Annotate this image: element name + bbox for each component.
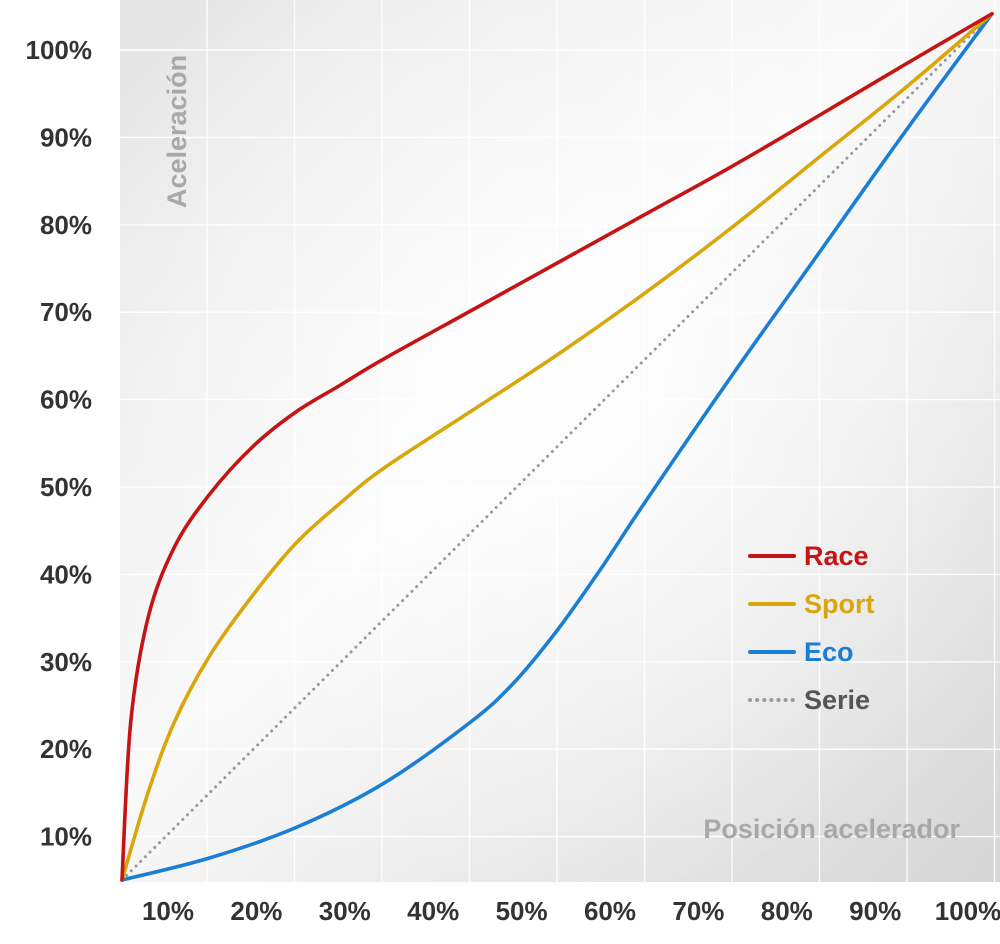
x-tick-label: 90%: [849, 896, 901, 926]
y-tick-label: 50%: [40, 472, 92, 502]
x-tick-label: 40%: [407, 896, 459, 926]
legend-label-serie: Serie: [804, 685, 870, 715]
y-tick-label: 70%: [40, 297, 92, 327]
x-tick-label: 10%: [142, 896, 194, 926]
series-line-race: [120, 11, 994, 882]
y-tick-label: 100%: [26, 35, 93, 65]
series-lines: [120, 11, 994, 882]
y-tick-label: 20%: [40, 734, 92, 764]
y-tick-label: 90%: [40, 122, 92, 152]
grid-lines: [120, 0, 1000, 882]
x-tick-label: 30%: [319, 896, 371, 926]
x-tick-label: 70%: [672, 896, 724, 926]
series-line-sport: [120, 11, 994, 882]
y-axis-title: Aceleración: [162, 55, 192, 208]
y-tick-label: 60%: [40, 385, 92, 415]
legend-label-eco: Eco: [804, 637, 854, 667]
x-tick-label: 50%: [496, 896, 548, 926]
y-tick-label: 30%: [40, 647, 92, 677]
legend-label-sport: Sport: [804, 589, 875, 619]
series-line-serie: [120, 12, 994, 882]
x-axis-ticks: 10% 20% 30% 40% 50% 60% 70% 80% 90% 100%: [142, 896, 1000, 926]
x-axis-title: Posición acelerador: [703, 814, 960, 844]
legend-label-race: Race: [804, 541, 869, 571]
x-tick-label: 60%: [584, 896, 636, 926]
legend: Race Sport Eco Serie: [748, 541, 875, 715]
x-tick-label: 80%: [761, 896, 813, 926]
series-line-eco: [120, 11, 994, 882]
x-tick-label: 20%: [230, 896, 282, 926]
y-tick-label: 40%: [40, 559, 92, 589]
y-tick-label: 80%: [40, 210, 92, 240]
y-tick-label: 10%: [40, 822, 92, 852]
x-tick-label: 100%: [935, 896, 1000, 926]
y-axis-ticks: 100% 90% 80% 70% 60% 50% 40% 30% 20% 10%: [26, 35, 93, 852]
